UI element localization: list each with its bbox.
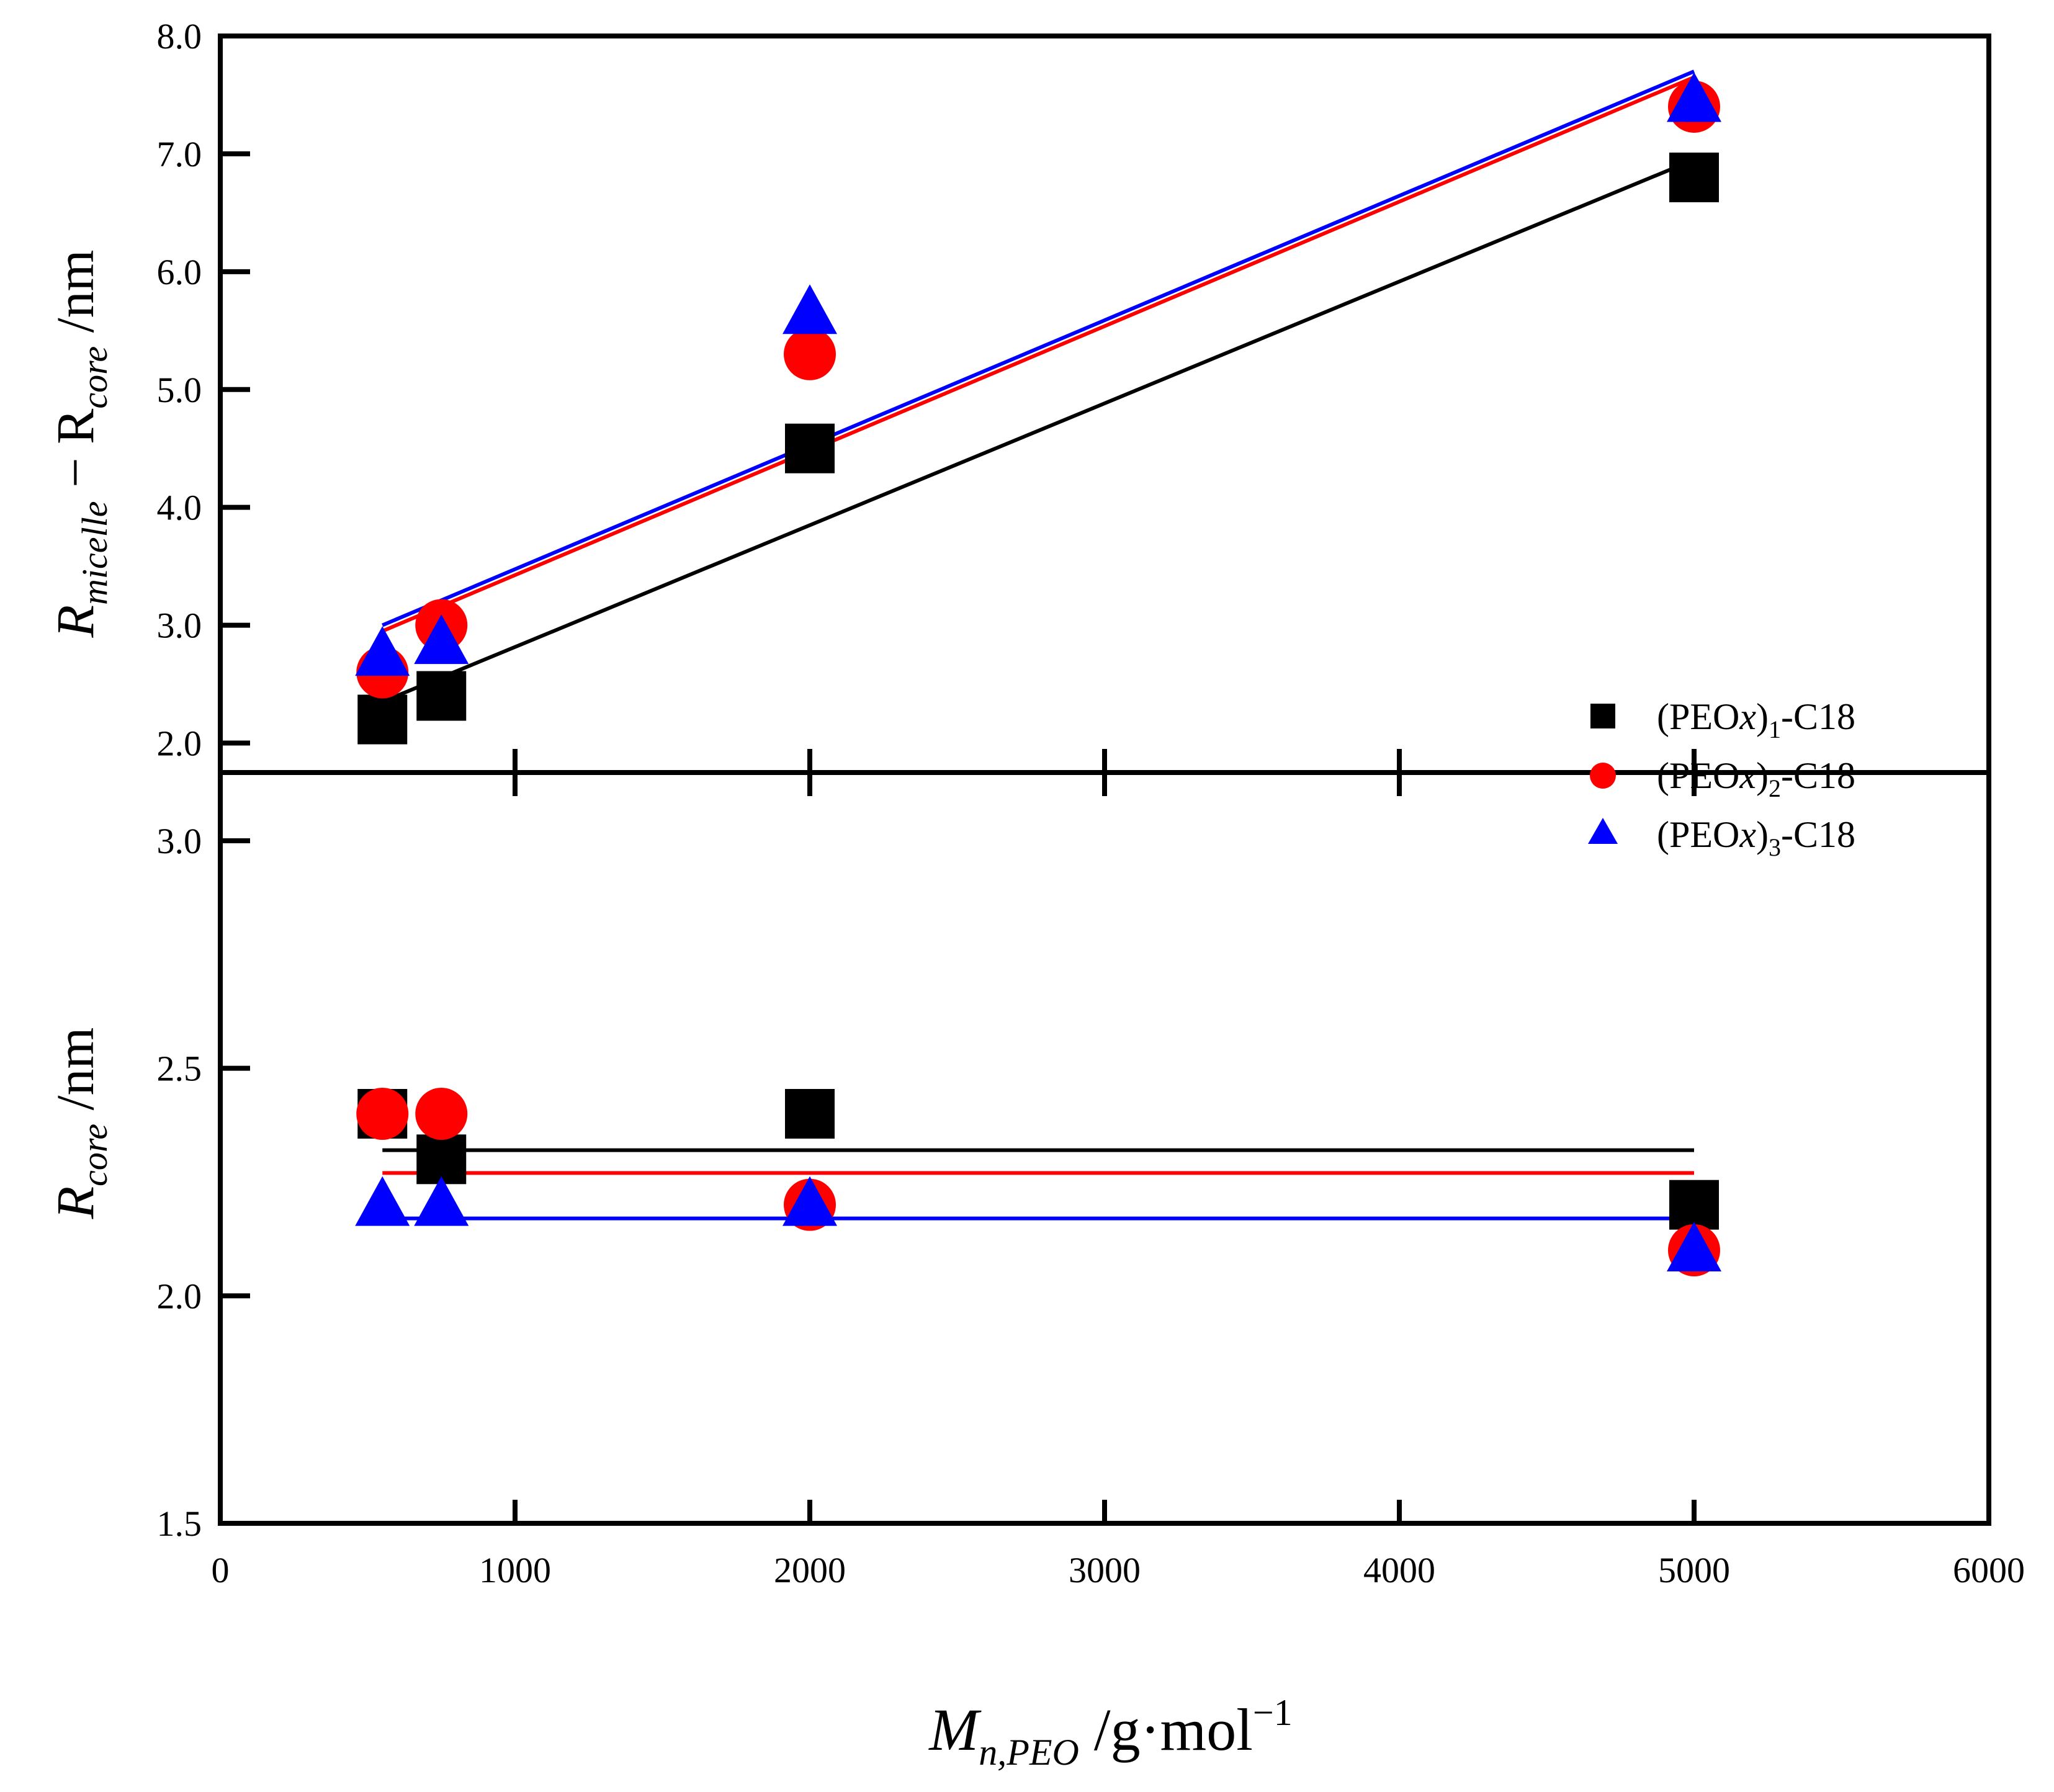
fit-line — [382, 75, 1695, 633]
legend-label: (PEOx)1-C18 — [1657, 696, 1855, 743]
x-tick-label: 1000 — [479, 1550, 551, 1590]
legend-marker-triangle — [1588, 818, 1618, 844]
x-axis-title: Mn,PEO /g·mol−1 — [928, 1692, 1292, 1773]
data-point-triangle — [414, 614, 469, 665]
y-tick-label: 4.0 — [157, 488, 202, 528]
data-point-square — [416, 671, 467, 721]
x-tick-label: 6000 — [1953, 1550, 2025, 1590]
legend-item: (PEOx)1-C18 — [1590, 696, 1855, 743]
fit-line — [382, 158, 1695, 704]
data-point-triangle — [1667, 1222, 1721, 1271]
x-tick-label: 3000 — [1069, 1550, 1141, 1590]
y-tick-label: 1.5 — [157, 1503, 202, 1544]
y-tick-label: 6.0 — [157, 252, 202, 292]
legend-marker-square — [1590, 704, 1615, 728]
data-point-square — [785, 423, 835, 473]
legend-marker-circle — [1590, 763, 1616, 789]
x-tick-label: 5000 — [1658, 1550, 1730, 1590]
legend-item: (PEOx)3-C18 — [1588, 814, 1855, 861]
data-point-circle — [784, 328, 836, 380]
y-tick-label: 5.0 — [157, 370, 202, 410]
legend-label: (PEOx)2-C18 — [1657, 755, 1855, 802]
y-tick-label: 7.0 — [157, 134, 202, 174]
legend-label: (PEOx)3-C18 — [1657, 814, 1855, 861]
y-tick-label: 8.0 — [157, 16, 202, 56]
data-point-triangle — [783, 284, 837, 334]
plot-area: 0 1000 2000 3000 4000 5000 6000 2.0 3.0 4.0 5.0 6.0… — [157, 16, 2025, 1590]
y-tick-label: 3.0 — [157, 821, 202, 861]
data-point-triangle — [355, 626, 410, 676]
data-point-square — [1669, 1180, 1719, 1230]
legend-item: (PEOx)2-C18 — [1590, 755, 1855, 802]
data-point-triangle — [1667, 72, 1721, 122]
x-tick-label: 2000 — [774, 1550, 846, 1590]
bottom-y-axis-title: Rcore /nm — [45, 1028, 115, 1220]
x-tick-label: 4000 — [1363, 1550, 1435, 1590]
data-point-triangle — [355, 1176, 410, 1226]
fit-line — [382, 69, 1695, 627]
x-tick-label: 0 — [212, 1550, 230, 1590]
data-point-square — [357, 694, 408, 745]
data-point-square — [416, 1134, 467, 1185]
y-tick-label: 2.0 — [157, 1276, 202, 1316]
top-y-axis-title: Rmicelle − Rcore /nm — [45, 249, 115, 638]
y-tick-label: 3.0 — [157, 606, 202, 646]
legend: (PEOx)1-C18 (PEOx)2-C18 (PEOx)3-C18 — [1588, 696, 1855, 861]
data-point-circle — [356, 1088, 409, 1140]
data-point-square — [1669, 152, 1719, 202]
data-point-square — [785, 1089, 835, 1139]
y-tick-label: 2.5 — [157, 1049, 202, 1089]
data-point-triangle — [414, 1176, 469, 1226]
data-point-circle — [415, 1088, 468, 1140]
data-point-triangle — [783, 1176, 837, 1226]
y-tick-label: 2.0 — [157, 724, 202, 764]
